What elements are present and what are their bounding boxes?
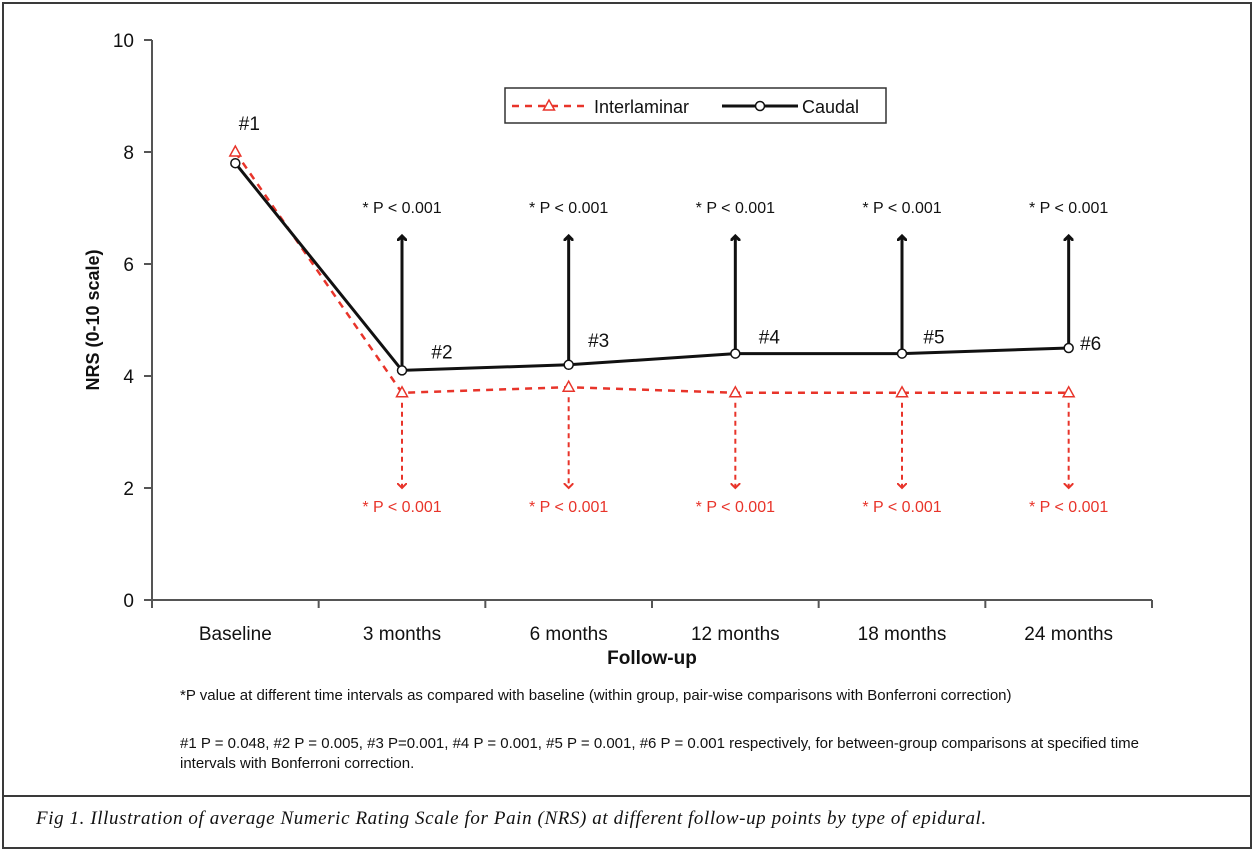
footnote-between-group: #1 P = 0.048, #2 P = 0.005, #3 P=0.001, … xyxy=(180,735,1139,772)
legend-caudal-label: Caudal xyxy=(802,97,859,117)
caudal-point xyxy=(563,359,574,371)
x-tick-label: Baseline xyxy=(199,624,272,645)
caudal-point xyxy=(730,348,741,359)
interlaminar-line xyxy=(234,151,1069,395)
legend-interlaminar-label: Interlaminar xyxy=(594,97,689,117)
caption-divider xyxy=(2,795,1252,797)
interlaminar-point xyxy=(228,144,243,157)
y-tick-label: 0 xyxy=(123,591,134,612)
interlaminar-point xyxy=(728,385,743,398)
x-tick-label: 12 months xyxy=(691,624,780,645)
footnote-within-group: *P value at different time intervals as … xyxy=(180,687,1012,704)
interlaminar-point xyxy=(1061,385,1076,398)
point-label: #2 xyxy=(431,342,452,363)
caudal-point xyxy=(1063,342,1074,354)
series-layer xyxy=(228,144,1076,398)
y-tick-label: 4 xyxy=(123,367,134,388)
caudal-pvalue-label: * P < 0.001 xyxy=(529,200,608,217)
interlaminar-pvalue-label: * P < 0.001 xyxy=(529,499,608,516)
x-tick-label: 3 months xyxy=(363,624,441,645)
x-tick-label: 6 months xyxy=(530,624,608,645)
caudal-pvalue-label: * P < 0.001 xyxy=(696,200,775,217)
legend-interlaminar-marker xyxy=(542,98,556,111)
x-tick-label: 24 months xyxy=(1024,624,1113,645)
interlaminar-pvalue-label: * P < 0.001 xyxy=(862,499,941,516)
point-label: #4 xyxy=(759,328,781,349)
interlaminar-point xyxy=(561,379,576,392)
y-tick-label: 2 xyxy=(123,479,134,500)
point-label: #6 xyxy=(1080,334,1101,355)
y-tick-label: 8 xyxy=(123,143,134,164)
caudal-pvalue-label: * P < 0.001 xyxy=(862,200,941,217)
labels-layer: #1 #2 #3 #4 #5 #6 xyxy=(239,114,1101,363)
nrs-line-chart: 0 2 4 6 8 10 Baseline 3 months 6 months 12 months… xyxy=(83,31,1153,669)
y-axis-title: NRS (0-10 scale) xyxy=(83,249,103,390)
interlaminar-point xyxy=(895,385,909,398)
point-label: #5 xyxy=(923,328,944,349)
legend-caudal-marker xyxy=(754,100,766,112)
caudal-line xyxy=(234,162,1069,372)
interlaminar-pvalue-label: * P < 0.001 xyxy=(696,499,775,516)
x-axis-title: Follow-up xyxy=(607,648,697,669)
x-tick-label: 18 months xyxy=(858,624,947,645)
y-tick-label: 6 xyxy=(123,255,134,276)
y-tick-label: 10 xyxy=(113,31,134,52)
pvalue-arrows: * P < 0.001 * P < 0.001 * P < 0.001 * P < 0… xyxy=(362,200,1108,516)
figure-caption: Fig 1. Illustration of average Numeric R… xyxy=(36,808,987,829)
point-label: #1 xyxy=(239,114,260,135)
interlaminar-point xyxy=(395,385,409,398)
caudal-point xyxy=(896,348,908,359)
chart-axes: 0 2 4 6 8 10 Baseline 3 months 6 months 12 months… xyxy=(83,31,1153,669)
caudal-point xyxy=(396,365,408,376)
caudal-pvalue-label: * P < 0.001 xyxy=(1029,200,1108,217)
interlaminar-pvalue-label: * P < 0.001 xyxy=(362,499,441,516)
interlaminar-pvalue-label: * P < 0.001 xyxy=(1029,499,1108,516)
legend: Interlaminar Caudal xyxy=(504,87,887,124)
caudal-point xyxy=(230,157,241,169)
point-label: #3 xyxy=(588,331,609,352)
caudal-pvalue-label: * P < 0.001 xyxy=(362,200,441,217)
